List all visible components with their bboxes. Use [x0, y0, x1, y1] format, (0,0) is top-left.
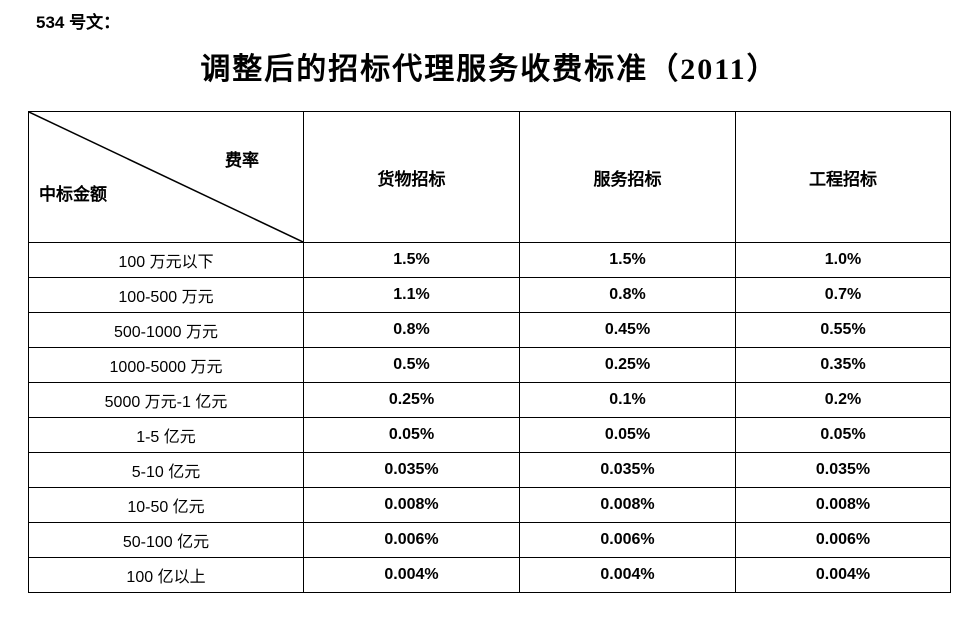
engineering-rate-cell: 0.035% — [735, 452, 951, 488]
goods-rate-cell: 0.006% — [303, 522, 520, 558]
goods-rate-cell: 0.25% — [303, 382, 520, 418]
services-rate-cell: 0.25% — [519, 347, 736, 383]
fee-table: 费率 中标金额 货物招标 服务招标 工程招标 100 万元以下 1.5% 1.5… — [28, 111, 951, 593]
engineering-rate-cell: 0.2% — [735, 382, 951, 418]
goods-rate-cell: 1.5% — [303, 242, 520, 278]
engineering-rate-cell: 0.35% — [735, 347, 951, 383]
corner-label-amount: 中标金额 — [39, 185, 107, 204]
services-rate-cell: 1.5% — [519, 242, 736, 278]
amount-cell: 100 亿以上 — [28, 557, 304, 593]
engineering-rate-cell: 1.0% — [735, 242, 951, 278]
services-rate-cell: 0.004% — [519, 557, 736, 593]
amount-cell: 50-100 亿元 — [28, 522, 304, 558]
doc-number: 534 号文： — [36, 13, 121, 32]
goods-rate-cell: 0.5% — [303, 347, 520, 383]
engineering-rate-cell: 0.004% — [735, 557, 951, 593]
table-row: 50-100 亿元 0.006% 0.006% 0.006% — [28, 522, 951, 558]
services-rate-cell: 0.1% — [519, 382, 736, 418]
corner-label-rate: 费率 — [225, 151, 259, 170]
table-row: 100-500 万元 1.1% 0.8% 0.7% — [28, 277, 951, 313]
services-rate-cell: 0.45% — [519, 312, 736, 348]
goods-rate-cell: 0.8% — [303, 312, 520, 348]
engineering-rate-cell: 0.55% — [735, 312, 951, 348]
table-row: 500-1000 万元 0.8% 0.45% 0.55% — [28, 312, 951, 348]
column-header-goods: 货物招标 — [303, 111, 520, 243]
table-row: 1-5 亿元 0.05% 0.05% 0.05% — [28, 417, 951, 453]
services-rate-cell: 0.006% — [519, 522, 736, 558]
goods-rate-cell: 0.05% — [303, 417, 520, 453]
header-row: 费率 中标金额 货物招标 服务招标 工程招标 — [28, 111, 951, 243]
goods-rate-cell: 1.1% — [303, 277, 520, 313]
amount-cell: 100 万元以下 — [28, 242, 304, 278]
services-rate-cell: 0.035% — [519, 452, 736, 488]
amount-cell: 5-10 亿元 — [28, 452, 304, 488]
amount-cell: 1000-5000 万元 — [28, 347, 304, 383]
diagonal-divider-line — [29, 112, 303, 242]
goods-rate-cell: 0.035% — [303, 452, 520, 488]
engineering-rate-cell: 0.006% — [735, 522, 951, 558]
table-row: 5000 万元-1 亿元 0.25% 0.1% 0.2% — [28, 382, 951, 418]
table-row: 100 万元以下 1.5% 1.5% 1.0% — [28, 242, 951, 278]
column-header-services: 服务招标 — [519, 111, 736, 243]
corner-header-cell: 费率 中标金额 — [28, 111, 304, 243]
page-title: 调整后的招标代理服务收费标准（2011） — [200, 53, 779, 86]
table-row: 100 亿以上 0.004% 0.004% 0.004% — [28, 557, 951, 593]
table-row: 1000-5000 万元 0.5% 0.25% 0.35% — [28, 347, 951, 383]
column-header-engineering: 工程招标 — [735, 111, 951, 243]
services-rate-cell: 0.8% — [519, 277, 736, 313]
amount-cell: 500-1000 万元 — [28, 312, 304, 348]
services-rate-cell: 0.008% — [519, 487, 736, 523]
amount-cell: 5000 万元-1 亿元 — [28, 382, 304, 418]
goods-rate-cell: 0.008% — [303, 487, 520, 523]
engineering-rate-cell: 0.05% — [735, 417, 951, 453]
amount-cell: 1-5 亿元 — [28, 417, 304, 453]
goods-rate-cell: 0.004% — [303, 557, 520, 593]
engineering-rate-cell: 0.008% — [735, 487, 951, 523]
engineering-rate-cell: 0.7% — [735, 277, 951, 313]
table-row: 10-50 亿元 0.008% 0.008% 0.008% — [28, 487, 951, 523]
amount-cell: 100-500 万元 — [28, 277, 304, 313]
services-rate-cell: 0.05% — [519, 417, 736, 453]
amount-cell: 10-50 亿元 — [28, 487, 304, 523]
table-row: 5-10 亿元 0.035% 0.035% 0.035% — [28, 452, 951, 488]
